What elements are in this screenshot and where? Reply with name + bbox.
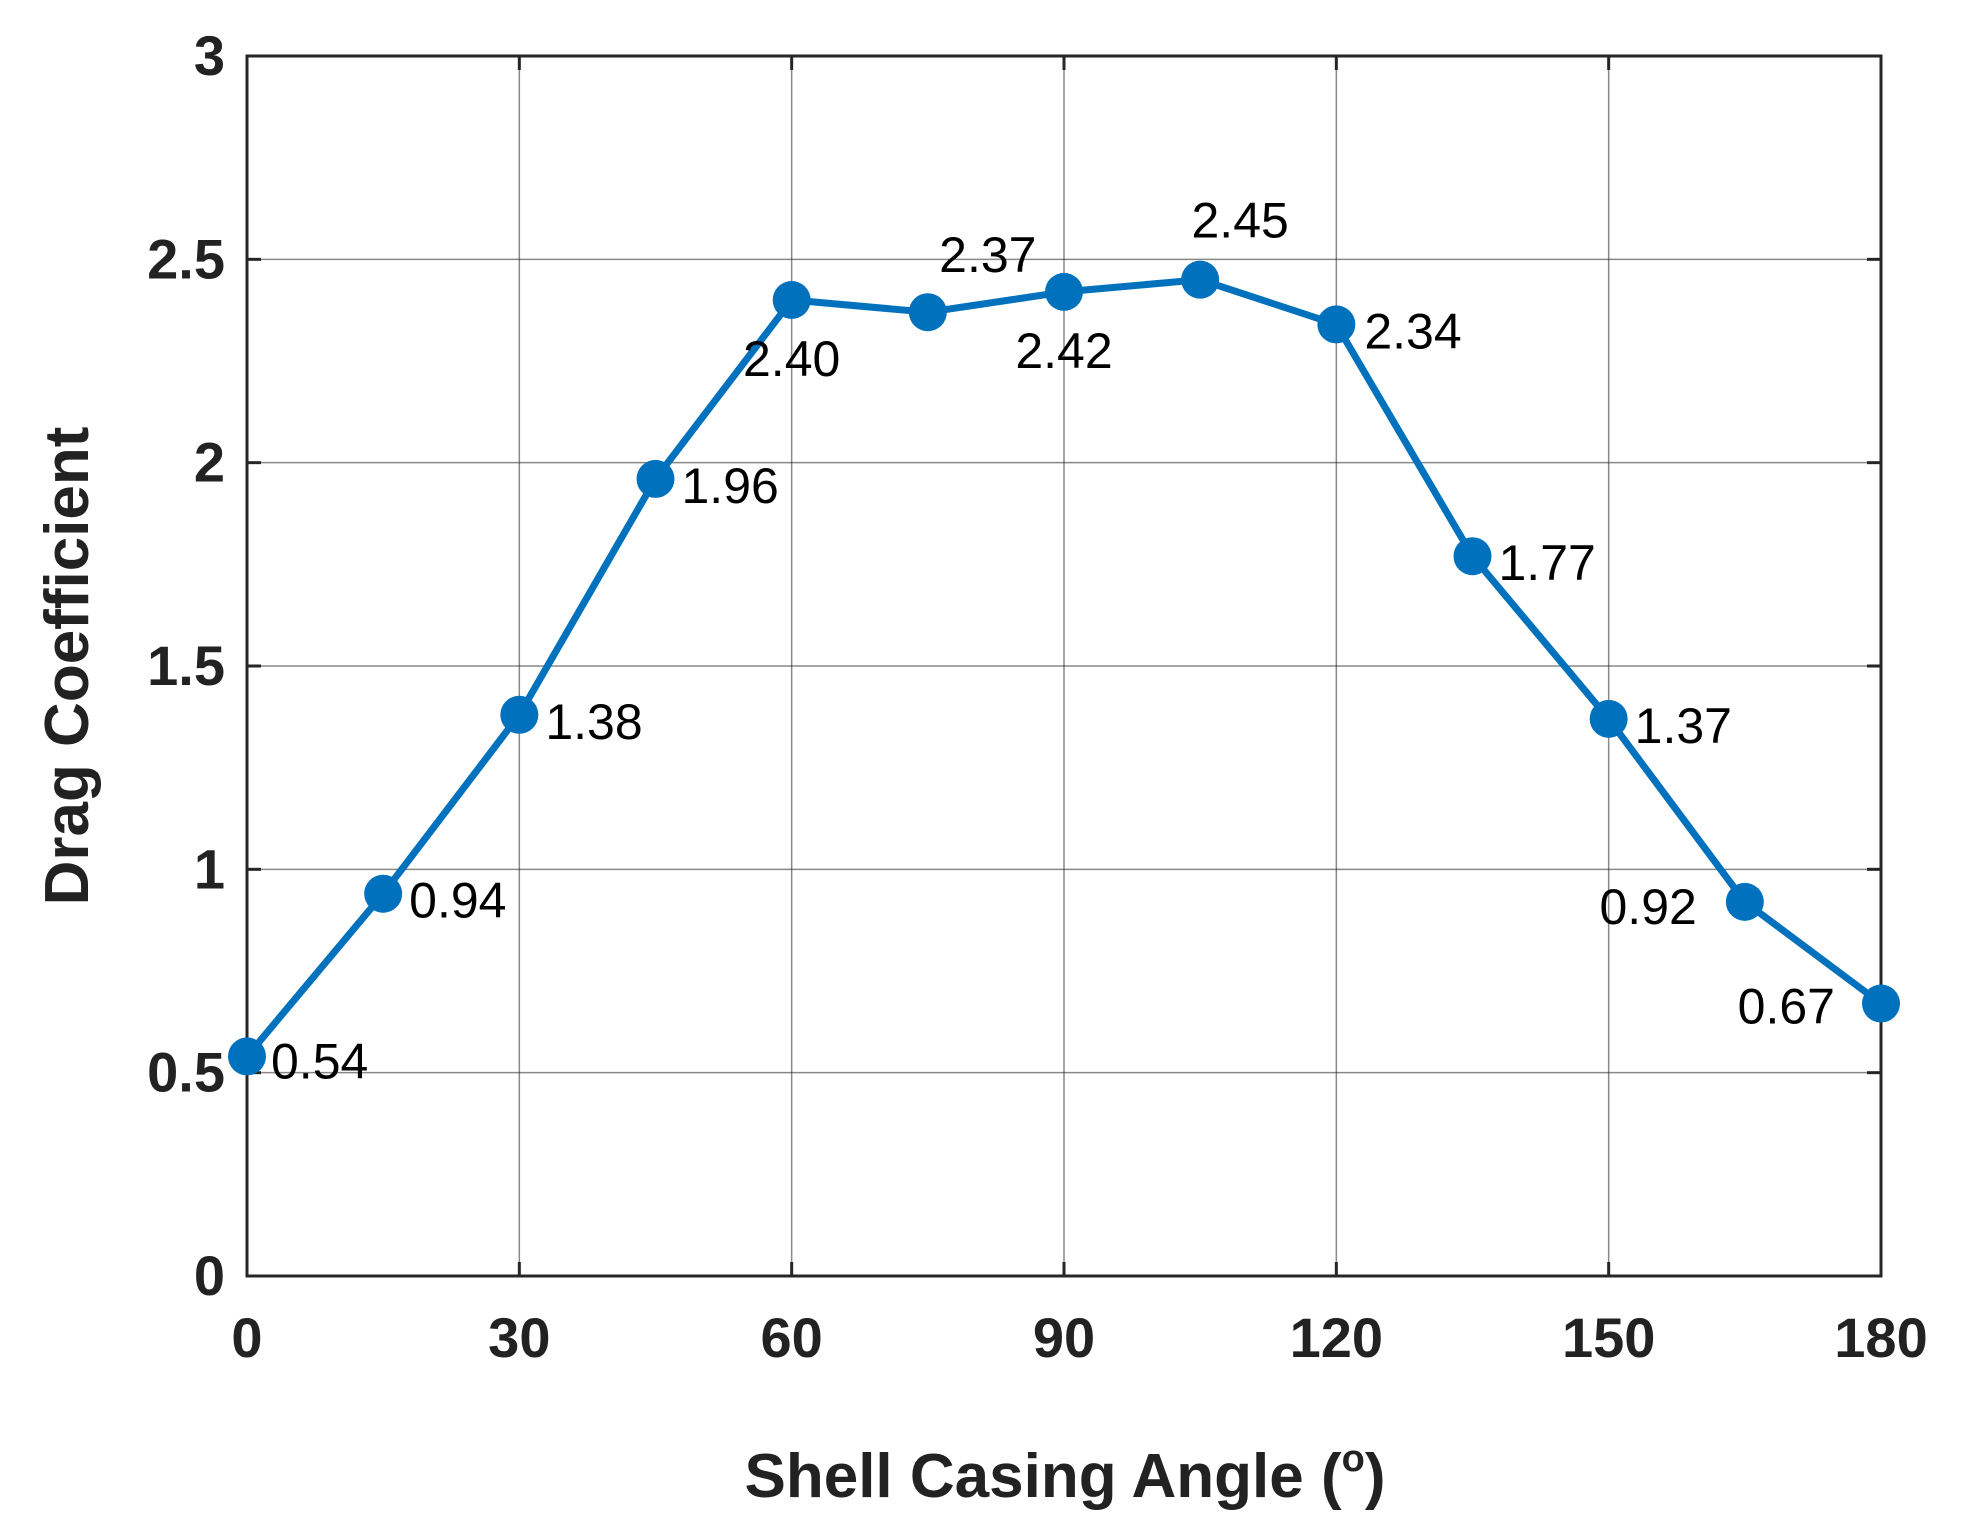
data-point-165 <box>1725 882 1764 921</box>
x-tick-label-5: 150 <box>1562 1306 1655 1369</box>
data-label-45: 1.96 <box>682 458 779 514</box>
data-point-60 <box>772 281 811 319</box>
x-axis-title-superscript: o <box>1342 1438 1365 1480</box>
x-tick-label-0: 0 <box>231 1306 262 1369</box>
data-point-0 <box>228 1037 266 1076</box>
data-point-150 <box>1589 699 1628 738</box>
y-tick-label-6: 3 <box>194 24 225 87</box>
data-label-135: 1.77 <box>1499 535 1596 591</box>
data-point-120 <box>1317 305 1356 344</box>
x-axis-title-close: ) <box>1365 1442 1386 1511</box>
data-label-15: 0.94 <box>409 873 506 929</box>
data-point-45 <box>636 459 675 498</box>
data-point-75 <box>908 293 947 332</box>
x-tick-label-2: 60 <box>761 1306 823 1369</box>
data-label-150: 1.37 <box>1635 698 1732 754</box>
y-tick-label-5: 2.5 <box>147 227 225 290</box>
data-label-0: 0.54 <box>271 1033 368 1089</box>
grid-lines <box>247 56 1881 1276</box>
y-tick-label-4: 2 <box>194 431 225 494</box>
y-tick-label-3: 1.5 <box>147 634 225 697</box>
y-tick-label-2: 1 <box>194 837 225 900</box>
y-tick-label-1: 0.5 <box>147 1041 225 1104</box>
data-label-90: 2.42 <box>1015 323 1112 379</box>
data-point-90 <box>1045 272 1083 311</box>
data-point-15 <box>364 874 403 913</box>
x-tick-label-4: 120 <box>1290 1306 1383 1369</box>
x-axis-title: Shell Casing Angle (o) <box>745 1438 1386 1511</box>
data-labels: 0.54 0.94 1.38 1.96 2.40 2.37 2.42 2.45 2.34 1.77… <box>271 193 1835 1090</box>
data-point-30 <box>500 695 539 734</box>
x-tick-label-1: 30 <box>488 1306 550 1369</box>
data-point-180 <box>1862 984 1900 1023</box>
data-label-60: 2.40 <box>743 331 840 387</box>
data-point-105 <box>1181 260 1220 299</box>
y-tick-label-0: 0 <box>194 1244 225 1307</box>
data-label-120: 2.34 <box>1364 303 1461 359</box>
data-label-75: 2.37 <box>939 227 1036 283</box>
x-tick-label-6: 180 <box>1834 1306 1927 1369</box>
data-label-105: 2.45 <box>1192 193 1289 249</box>
data-label-30: 1.38 <box>545 694 642 750</box>
axis-ticks: 00.511.522.530 30 60 90 120 150 180 <box>147 24 1928 1369</box>
data-label-180: 0.67 <box>1738 979 1835 1035</box>
data-point-135 <box>1453 537 1492 576</box>
x-axis-title-text: Shell Casing Angle ( <box>745 1442 1342 1511</box>
x-tick-label-3: 90 <box>1033 1306 1095 1369</box>
data-series <box>228 260 1900 1076</box>
y-axis-title: Drag Coefficient <box>33 427 102 906</box>
data-label-165: 0.92 <box>1600 879 1697 935</box>
